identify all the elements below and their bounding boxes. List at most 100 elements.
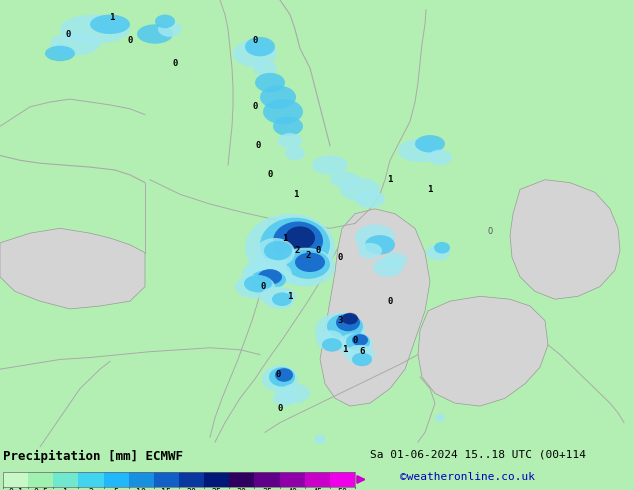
Bar	[154, 472, 179, 487]
Ellipse shape	[434, 242, 450, 253]
Ellipse shape	[355, 191, 385, 208]
Ellipse shape	[373, 257, 403, 277]
Text: 0: 0	[127, 36, 133, 45]
Bar	[179, 472, 204, 487]
Ellipse shape	[337, 333, 373, 357]
Text: 1: 1	[427, 185, 432, 194]
Ellipse shape	[247, 258, 283, 282]
Ellipse shape	[336, 314, 360, 331]
Ellipse shape	[60, 15, 130, 44]
Text: 3: 3	[337, 316, 343, 325]
Text: 35: 35	[262, 488, 272, 490]
Text: 2: 2	[89, 488, 93, 490]
Text: 0: 0	[387, 296, 392, 306]
Polygon shape	[510, 180, 620, 299]
Text: 0: 0	[252, 36, 257, 45]
Ellipse shape	[262, 365, 298, 392]
Ellipse shape	[345, 345, 375, 364]
Text: 25: 25	[212, 488, 222, 490]
Bar	[3, 472, 355, 487]
Ellipse shape	[273, 117, 303, 136]
Ellipse shape	[280, 384, 310, 403]
Ellipse shape	[415, 135, 445, 152]
Bar	[204, 472, 230, 487]
Text: 40: 40	[287, 488, 297, 490]
Ellipse shape	[330, 172, 360, 188]
Text: 1: 1	[287, 292, 293, 301]
Ellipse shape	[272, 293, 292, 306]
Ellipse shape	[250, 270, 286, 290]
Ellipse shape	[352, 353, 372, 366]
Ellipse shape	[260, 218, 330, 272]
Ellipse shape	[242, 259, 292, 289]
Text: Precipitation [mm] ECMWF: Precipitation [mm] ECMWF	[3, 450, 183, 463]
Ellipse shape	[158, 22, 182, 37]
Ellipse shape	[315, 313, 365, 348]
Bar	[230, 472, 254, 487]
Bar	[3, 472, 28, 487]
Ellipse shape	[255, 73, 285, 92]
Ellipse shape	[253, 60, 277, 76]
Text: 0: 0	[172, 59, 178, 68]
Ellipse shape	[426, 245, 450, 260]
Ellipse shape	[255, 238, 295, 267]
Text: 2: 2	[294, 246, 300, 255]
Text: 0: 0	[275, 369, 281, 378]
Text: 0: 0	[315, 246, 321, 255]
Text: 2: 2	[306, 251, 311, 260]
Ellipse shape	[286, 250, 330, 279]
Ellipse shape	[435, 414, 445, 421]
Ellipse shape	[327, 314, 363, 339]
Ellipse shape	[398, 139, 442, 162]
Text: 0: 0	[337, 253, 343, 262]
Text: 5: 5	[113, 488, 119, 490]
Text: 1: 1	[282, 234, 288, 243]
Ellipse shape	[285, 226, 315, 250]
Ellipse shape	[278, 133, 302, 148]
Text: 0.5: 0.5	[33, 488, 48, 490]
Text: 0: 0	[256, 141, 261, 150]
Polygon shape	[418, 296, 548, 406]
Ellipse shape	[273, 221, 323, 260]
Ellipse shape	[295, 252, 325, 272]
Text: ©weatheronline.co.uk: ©weatheronline.co.uk	[400, 472, 535, 482]
Ellipse shape	[258, 269, 282, 285]
Text: 0: 0	[268, 171, 273, 179]
Ellipse shape	[352, 334, 368, 346]
Ellipse shape	[383, 252, 407, 268]
Text: 0: 0	[353, 336, 358, 344]
Bar	[79, 472, 103, 487]
Text: 6: 6	[359, 347, 365, 356]
Ellipse shape	[285, 147, 305, 160]
Bar	[129, 472, 154, 487]
Text: 0: 0	[65, 29, 70, 39]
Text: 0: 0	[252, 102, 257, 111]
Text: 45: 45	[313, 488, 322, 490]
Text: 1: 1	[63, 488, 68, 490]
Ellipse shape	[275, 368, 293, 382]
Ellipse shape	[245, 37, 275, 56]
Ellipse shape	[273, 391, 297, 406]
Polygon shape	[0, 228, 145, 309]
Ellipse shape	[264, 241, 292, 260]
Ellipse shape	[269, 367, 295, 387]
Text: 15: 15	[162, 488, 171, 490]
Text: 1: 1	[294, 190, 299, 199]
Text: 1: 1	[342, 345, 347, 354]
Bar	[103, 472, 129, 487]
Ellipse shape	[137, 24, 173, 44]
Ellipse shape	[316, 330, 344, 350]
Ellipse shape	[342, 313, 358, 324]
Bar	[280, 472, 305, 487]
Ellipse shape	[260, 287, 296, 306]
Bar	[254, 472, 280, 487]
Ellipse shape	[90, 15, 130, 34]
Ellipse shape	[275, 248, 335, 287]
Ellipse shape	[266, 294, 294, 309]
Ellipse shape	[428, 149, 452, 165]
Ellipse shape	[260, 85, 296, 109]
Ellipse shape	[314, 434, 326, 444]
Bar	[330, 472, 355, 487]
Ellipse shape	[312, 155, 348, 175]
Ellipse shape	[50, 32, 100, 55]
